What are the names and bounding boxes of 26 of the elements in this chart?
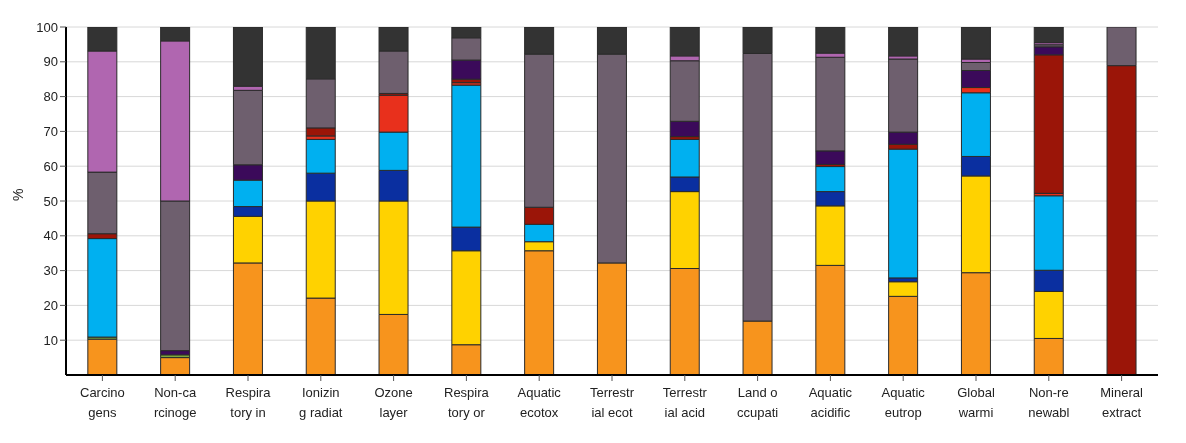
x-tick-label: Land o ccupati: [737, 385, 779, 420]
x-tick-label: Terrestr ial acid: [662, 385, 708, 420]
x-tick-label: Terrestr ial ecot: [589, 385, 635, 420]
x-tick-label: Aquatic acidific: [808, 385, 853, 420]
x-tick-label: Global warmi: [957, 385, 995, 420]
y-axis-title: %: [9, 188, 26, 201]
x-tick-label: Mineral extract: [1100, 385, 1144, 420]
y-tick-label: 60: [43, 158, 58, 174]
y-tick-label: 10: [43, 332, 58, 348]
y-tick-label: 30: [43, 263, 58, 279]
y-tick-label: 20: [43, 298, 58, 314]
x-tick-label: Respira tory in: [225, 385, 272, 420]
y-tick-label: 40: [43, 228, 58, 244]
x-tick-label: Ionizin g radiat: [299, 385, 343, 420]
x-tick-label: Non-re newabl: [1028, 385, 1070, 420]
x-tick-label: Ozone layer: [374, 385, 413, 420]
x-tick-label: Aquatic eutrop: [881, 385, 926, 420]
x-tick-label: Non-ca rcinoge: [153, 385, 197, 420]
y-tick-label: 50: [43, 193, 58, 209]
x-tick-label: Respira tory or: [444, 385, 490, 420]
x-tick-label: Carcino gens: [80, 385, 125, 420]
x-tick-label: Aquatic ecotox: [517, 385, 562, 420]
y-tick-label: 100: [36, 19, 58, 35]
y-tick-label: 80: [43, 89, 58, 105]
y-tick-label: 70: [43, 124, 58, 140]
y-tick-label: 90: [43, 54, 58, 70]
